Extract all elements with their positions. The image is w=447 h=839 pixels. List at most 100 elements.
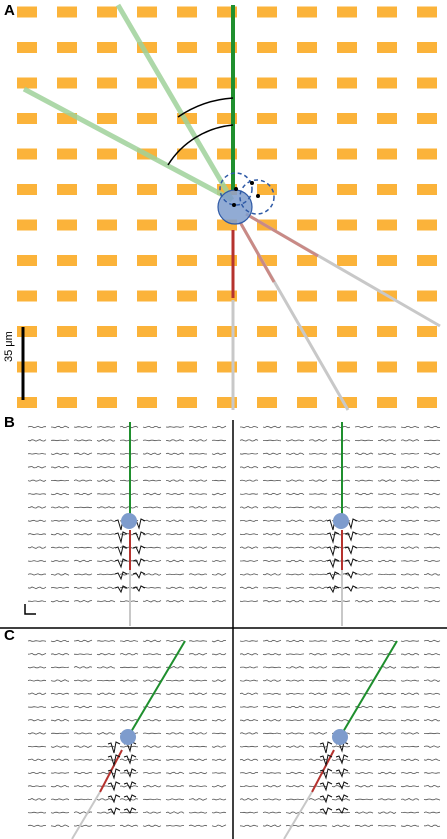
electrode-pad: [57, 6, 77, 18]
electrode-pad: [177, 77, 197, 89]
recording-trace: [188, 679, 208, 682]
electrode-pad: [377, 255, 397, 266]
electrode-pad: [417, 326, 437, 337]
recording-trace: [377, 533, 397, 536]
recording-trace: [423, 772, 441, 774]
electrode-pad: [217, 219, 237, 231]
recording-trace: [331, 666, 351, 669]
recording-trace: [50, 692, 70, 695]
panel-a: [17, 3, 441, 411]
spike-waveform: [114, 545, 128, 557]
electrode-pad: [97, 397, 117, 408]
recording-trace: [188, 785, 208, 788]
recording-trace: [142, 811, 162, 814]
recording-trace: [73, 492, 93, 496]
recording-trace: [423, 573, 441, 576]
recording-trace: [308, 466, 328, 469]
recording-trace: [308, 811, 328, 814]
spike-waveform: [114, 531, 128, 544]
electrode-pad: [17, 77, 37, 89]
recording-trace: [211, 692, 227, 695]
recording-trace: [239, 465, 259, 469]
electrode-pad: [297, 77, 317, 89]
spike-waveform: [319, 807, 333, 816]
recording-trace: [308, 506, 328, 509]
recording-trace: [188, 546, 208, 549]
recording-trace: [377, 452, 397, 455]
recording-trace: [142, 492, 162, 496]
recording-trace: [262, 532, 282, 536]
recording-trace: [211, 560, 227, 562]
recording-trace: [239, 533, 258, 536]
recording-trace: [27, 692, 47, 696]
recording-trace: [308, 586, 328, 590]
recording-trace: [423, 784, 441, 788]
recording-trace: [73, 546, 93, 549]
spike-waveform: [123, 794, 137, 802]
recording-trace: [308, 439, 328, 442]
electrode-pad: [297, 326, 317, 337]
recording-trace: [211, 546, 227, 549]
recording-trace: [50, 758, 70, 761]
recording-trace: [239, 506, 259, 509]
soma: [333, 513, 349, 529]
recording-trace: [165, 599, 185, 603]
recording-trace: [27, 493, 47, 495]
recording-trace: [27, 719, 47, 722]
recording-trace: [262, 666, 282, 669]
recording-trace: [142, 719, 162, 722]
electrode-pad: [57, 148, 77, 160]
electrode-pad: [97, 255, 117, 266]
electrode-pad: [297, 255, 317, 266]
recording-trace: [27, 519, 47, 522]
recording-trace: [73, 719, 93, 722]
recording-trace: [142, 573, 162, 576]
electrode-pad: [377, 148, 397, 160]
recording-trace: [73, 732, 93, 735]
recording-trace: [96, 719, 116, 722]
electrode-pad: [257, 77, 277, 89]
spike-waveform: [326, 545, 340, 557]
recording-trace: [285, 692, 305, 695]
recording-trace: [285, 824, 305, 827]
recording-trace: [377, 785, 397, 788]
center-dot: [256, 194, 260, 198]
recording-trace: [165, 492, 185, 496]
electrode-pad: [337, 397, 357, 408]
recording-trace: [142, 732, 162, 735]
recording-trace: [50, 560, 70, 563]
recording-trace: [400, 811, 419, 814]
recording-trace: [354, 546, 374, 549]
recording-trace: [211, 666, 227, 669]
recording-trace: [73, 811, 93, 814]
recording-trace: [27, 425, 47, 429]
recording-trace: [262, 824, 282, 828]
recording-trace: [423, 492, 441, 496]
recording-trace: [239, 706, 259, 708]
recording-trace: [377, 811, 397, 814]
recording-trace: [27, 824, 47, 827]
spike-waveform: [326, 531, 340, 544]
recording-trace: [262, 559, 282, 563]
electrode-pad: [417, 113, 437, 124]
recording-trace: [239, 732, 259, 735]
recording-trace: [308, 452, 328, 455]
recording-trace: [262, 798, 282, 801]
recording-trace: [96, 679, 116, 682]
recording-trace: [96, 519, 116, 523]
electrode-pad: [97, 219, 117, 231]
recording-trace: [262, 679, 282, 682]
recording-trace: [142, 745, 162, 748]
recording-trace: [285, 666, 305, 669]
recording-trace: [142, 798, 162, 801]
spike-waveform: [132, 558, 146, 567]
recording-trace: [73, 452, 93, 456]
recording-trace: [400, 573, 420, 576]
recording-trace: [27, 745, 47, 748]
recording-trace: [119, 666, 139, 669]
recording-trace: [285, 732, 305, 735]
soma: [121, 513, 137, 529]
recording-trace: [165, 732, 185, 735]
recording-trace: [211, 824, 227, 828]
recording-trace: [285, 719, 305, 722]
